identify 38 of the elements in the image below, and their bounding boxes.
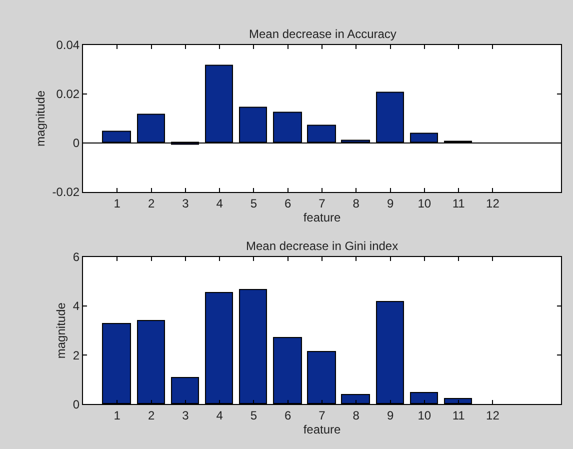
- y-tick-label: 2: [72, 348, 80, 362]
- x-tick-label: 6: [284, 196, 292, 210]
- x-tick-label: 3: [182, 196, 190, 210]
- x-tick-label: 9: [386, 196, 394, 210]
- x-tick-label: 2: [148, 196, 155, 210]
- y-axis-title: magnitude: [54, 302, 68, 359]
- chart-title: Mean decrease in Gini index: [246, 239, 398, 253]
- y-tick-label: 0: [72, 136, 80, 150]
- x-axis-title: feature: [303, 422, 342, 437]
- y-tick-label: 6: [72, 250, 80, 264]
- x-tick-label: 11: [452, 408, 466, 423]
- x-tick-label: 1: [114, 196, 121, 210]
- x-tick-label: 7: [318, 196, 326, 210]
- x-tick-label: 3: [182, 408, 190, 423]
- x-tick-label: 4: [216, 196, 224, 210]
- x-tick-label: 12: [486, 196, 500, 210]
- chart-title: Mean decrease in Accuracy: [249, 27, 396, 41]
- x-tick-label: 1: [114, 408, 121, 423]
- y-tick-label: 0.04: [56, 38, 80, 52]
- x-tick-label: 8: [352, 196, 360, 210]
- y-axis-title: magnitude: [34, 90, 48, 146]
- x-tick-label: 10: [418, 196, 432, 210]
- x-tick-label: 4: [216, 408, 224, 423]
- y-tick-label: 0.02: [56, 87, 80, 102]
- y-tick-label: 0: [72, 397, 80, 412]
- x-tick-label: 11: [452, 196, 466, 210]
- x-tick-label: 10: [418, 408, 432, 423]
- y-tick-label: 4: [72, 299, 80, 314]
- x-tick-label: 12: [486, 408, 500, 423]
- x-tick-label: 7: [318, 408, 326, 423]
- x-tick-label: 2: [148, 408, 155, 423]
- x-tick-label: 5: [250, 408, 258, 423]
- x-tick-label: 9: [386, 408, 394, 423]
- x-tick-label: 6: [284, 408, 292, 423]
- x-tick-label: 8: [352, 408, 360, 423]
- x-tick-label: 5: [250, 196, 258, 210]
- x-axis-title: feature: [303, 210, 342, 224]
- y-tick-label: -0.02: [52, 185, 80, 200]
